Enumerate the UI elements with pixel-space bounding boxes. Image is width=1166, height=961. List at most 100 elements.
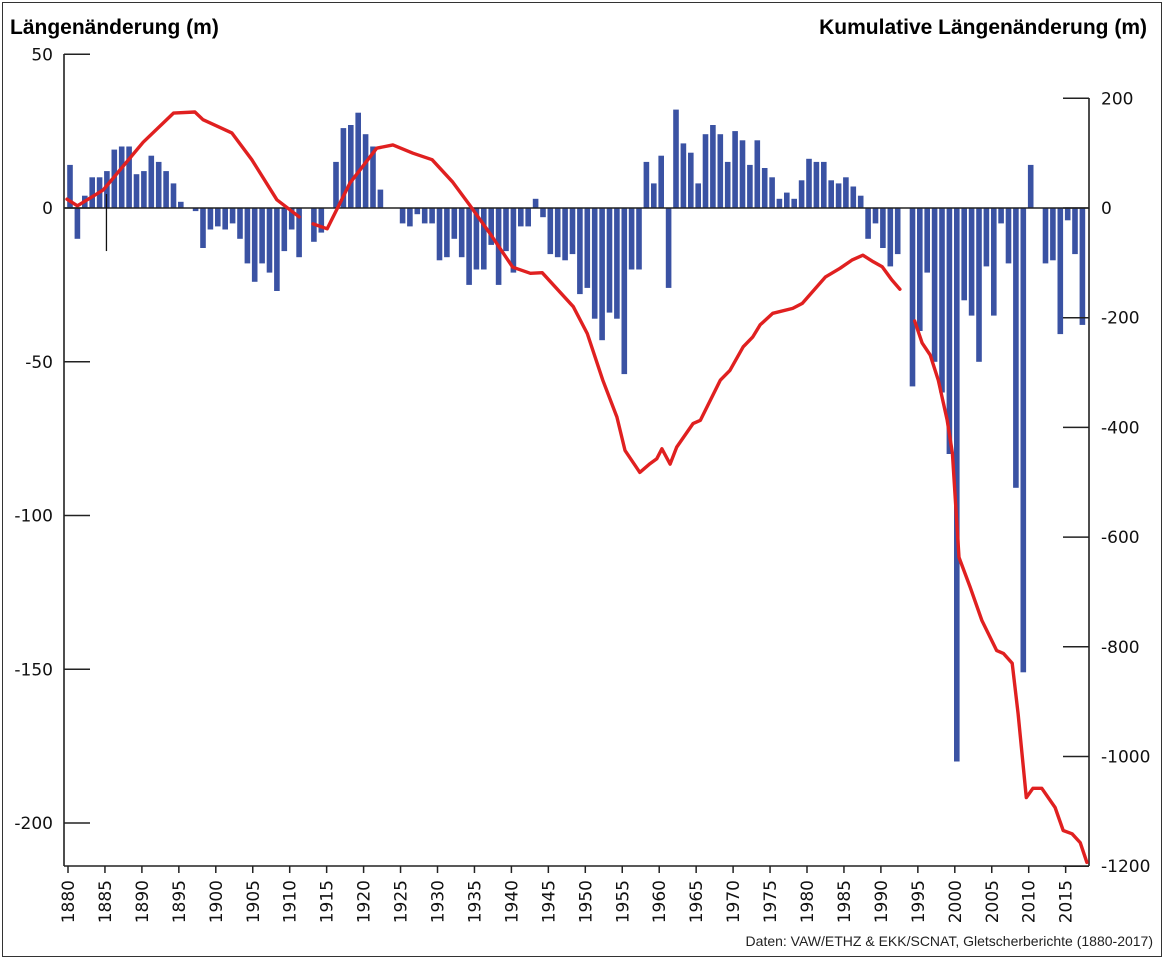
bar-1972: [747, 164, 753, 208]
bar-1964: [688, 152, 694, 208]
bar-1932: [451, 208, 458, 239]
bar-1946: [554, 208, 561, 258]
bar-2001: [961, 208, 967, 301]
bar-1949: [577, 208, 583, 295]
bar-1965: [695, 183, 701, 208]
bar-1910: [288, 208, 295, 230]
bar-1948: [569, 208, 576, 255]
bar-1967: [710, 125, 716, 208]
left-axis-title: Längenänderung (m): [10, 16, 219, 39]
x-tick-label: 1915: [318, 880, 338, 923]
bar-2009: [1020, 208, 1027, 673]
bar-1919: [355, 112, 361, 208]
bar-1897: [192, 208, 199, 212]
right-y-axis: 200 0 -200 -400 -600 -800 -1000 -1200: [1063, 89, 1150, 877]
bar-1934: [466, 208, 472, 285]
x-tick-label: 1890: [133, 880, 153, 923]
bar-2013: [1050, 208, 1056, 261]
bar-1975: [769, 177, 775, 209]
bar-1989: [872, 208, 879, 224]
bar-1891: [148, 155, 155, 208]
bar-1973: [754, 140, 761, 208]
cumulative-line-segment-2: [311, 143, 902, 475]
bar-2006: [998, 208, 1004, 224]
bar-1914: [318, 208, 325, 233]
right-tick-label: -800: [1101, 638, 1140, 658]
right-tick-label: 0: [1101, 199, 1112, 219]
bar-2004: [983, 208, 990, 267]
bar-1904: [244, 208, 251, 264]
bar-1984: [835, 183, 842, 208]
bar-1930: [436, 208, 443, 261]
left-tick-label: 50: [31, 45, 53, 65]
x-tick-label: 1960: [650, 880, 670, 923]
bar-1966: [702, 134, 709, 208]
bar-1950: [584, 208, 591, 288]
bar-1905: [251, 208, 258, 282]
bar-1997: [931, 208, 938, 362]
x-tick-label: 1910: [281, 880, 301, 923]
bar-1908: [274, 208, 280, 291]
cumulative-line-segment-3: [913, 319, 1089, 865]
bar-2010: [1027, 164, 1034, 208]
bar-1918: [348, 125, 354, 208]
bar-1881: [74, 208, 81, 239]
left-tick-label: -50: [25, 353, 53, 373]
bar-1926: [407, 208, 413, 227]
left-tick-label: 0: [42, 199, 53, 219]
bar-2014: [1057, 208, 1064, 335]
x-tick-label: 1940: [502, 880, 522, 923]
bar-1985: [843, 177, 849, 209]
bar-1909: [281, 208, 288, 252]
bar-1906: [259, 208, 265, 264]
x-tick-label: 1895: [170, 880, 190, 923]
data-source-note: Daten: VAW/ETHZ & EKK/SCNAT, Gletscherbe…: [746, 933, 1153, 949]
x-tick-label: 1930: [429, 880, 449, 923]
bar-2015: [1064, 208, 1071, 221]
bar-series: [67, 109, 1086, 762]
bar-1974: [761, 168, 768, 208]
bar-1962: [673, 109, 679, 208]
left-tick-label: -100: [14, 507, 53, 527]
bar-1940: [510, 208, 517, 273]
bar-1937: [488, 208, 494, 245]
bar-1991: [887, 208, 894, 267]
bar-2017: [1079, 208, 1086, 325]
x-tick-label: 1885: [96, 880, 116, 923]
bar-1892: [155, 161, 162, 208]
bar-1947: [562, 208, 568, 261]
x-tick-label: 2005: [983, 880, 1003, 923]
bar-1939: [503, 208, 509, 252]
x-tick-label: 1985: [835, 880, 855, 923]
bar-1958: [643, 161, 650, 208]
bar-1901: [222, 208, 228, 230]
bar-1889: [133, 174, 140, 208]
bar-1970: [732, 131, 738, 208]
x-tick-label: 1920: [355, 880, 375, 923]
bar-1944: [540, 208, 546, 218]
x-tick-label: 1955: [613, 880, 633, 923]
bar-1883: [89, 177, 95, 209]
bar-1978: [791, 198, 797, 208]
x-tick-label: 1935: [465, 880, 485, 923]
bar-1951: [591, 208, 598, 319]
bar-1987: [857, 195, 864, 208]
bar-1895: [178, 201, 184, 208]
x-tick-label: 1880: [59, 880, 79, 923]
bar-1961: [665, 208, 672, 288]
bar-1957: [636, 208, 642, 270]
bar-1902: [229, 208, 236, 224]
bar-1999: [946, 208, 953, 454]
bar-1941: [518, 208, 524, 227]
bar-2003: [976, 208, 982, 362]
bar-1976: [776, 198, 783, 208]
bar-1935: [473, 208, 480, 270]
bar-1936: [481, 208, 487, 270]
left-tick-label: -200: [14, 814, 53, 834]
bar-1880: [67, 164, 73, 208]
bar-1922: [377, 189, 384, 208]
bar-1971: [739, 140, 746, 208]
bar-1917: [340, 128, 347, 208]
